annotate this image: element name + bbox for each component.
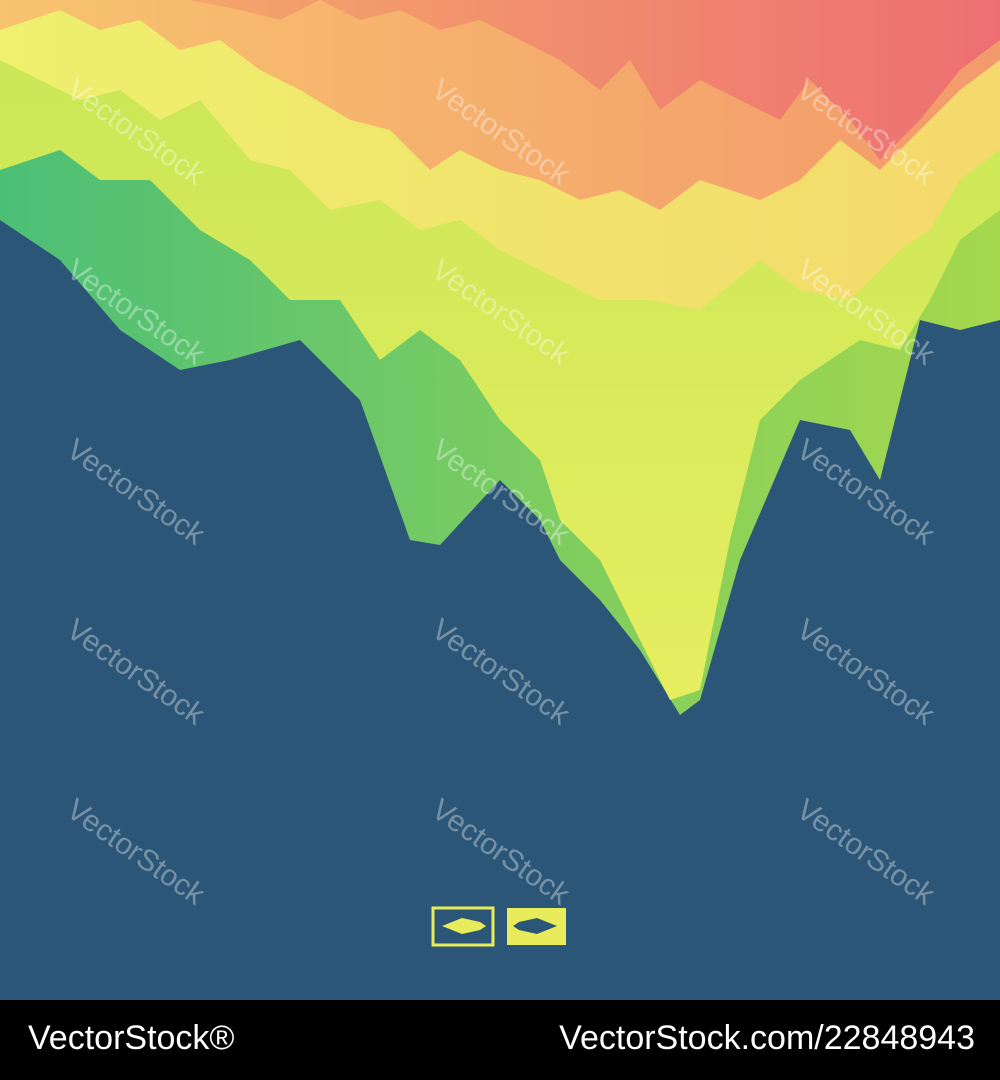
- terrain-layer: [190, 0, 1000, 160]
- footer-url: VectorStock.com/22848943: [559, 1019, 975, 1057]
- logo: [431, 906, 566, 947]
- footer-bar: [0, 1000, 1000, 1080]
- footer-brand: VectorStock®: [28, 1019, 234, 1057]
